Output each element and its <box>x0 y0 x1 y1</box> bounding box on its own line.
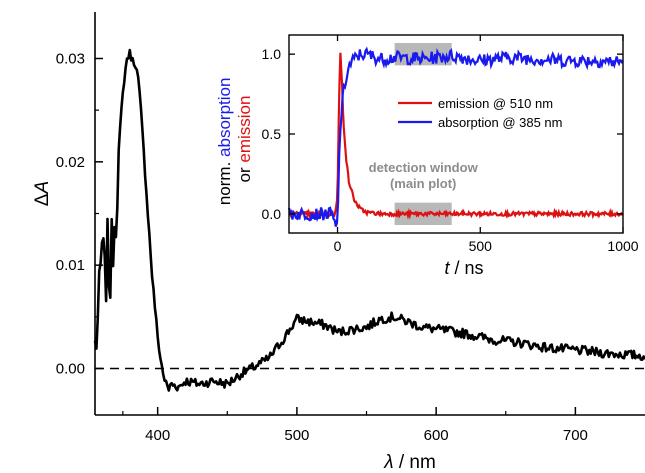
inset-x-tick-label: 0 <box>334 238 342 254</box>
inset-y-title-line1: norm. absorption <box>215 78 234 206</box>
main-y-ticks: 0.00 0.01 0.02 0.03 <box>56 51 103 378</box>
main-y-axis-title-var: A <box>32 181 53 195</box>
main-spectrum-line <box>93 48 645 392</box>
inset-y-title-absorption: absorption <box>215 78 234 157</box>
legend-label-absorption: absorption @ 385 nm <box>438 115 563 130</box>
main-x-tick-label: 400 <box>145 427 170 444</box>
inset-y-tick-label: 0.0 <box>262 206 282 222</box>
inset-y-title-or: or <box>235 167 254 182</box>
inset-absorption-line <box>287 46 624 227</box>
detection-window-annotation-line2: (main plot) <box>390 176 456 191</box>
main-y-axis-title: ΔA <box>32 181 53 206</box>
main-x-axis-title-var: λ <box>383 452 393 473</box>
inset-y-title-line2: or emission <box>235 96 254 183</box>
inset-y-ticks: 0.0 0.5 1.0 <box>262 46 623 222</box>
main-x-axis-title-unit: / nm <box>394 452 436 473</box>
inset-x-axis-title-unit: / ns <box>450 258 484 278</box>
main-y-tick-label: 0.01 <box>56 257 85 274</box>
inset-y-tick-label: 0.5 <box>262 126 282 142</box>
main-plot: 0.000.010.020.03 400 500 600 700 ΔA λ / nm <box>32 12 645 473</box>
main-y-tick-label: 0.02 <box>56 154 85 171</box>
main-x-tick-label: 600 <box>424 427 449 444</box>
main-x-axis-title: λ / nm <box>383 452 436 473</box>
main-y-axis-title-delta: Δ <box>32 193 53 206</box>
main-x-tick-label: 700 <box>563 427 588 444</box>
inset-y-title-norm: norm. <box>215 162 234 205</box>
main-x-tick-label: 500 <box>284 427 309 444</box>
inset-x-tick-label: 500 <box>469 238 493 254</box>
main-y-tick-label: 0.00 <box>56 361 85 378</box>
inset-x-axis-title-var: t <box>444 258 450 278</box>
detection-window-annotation-line1: detection window <box>369 160 479 175</box>
inset-y-axis-title: norm. absorption or emission <box>215 73 254 205</box>
inset-x-tick-label: 1000 <box>607 238 638 254</box>
inset-x-axis-title: t / ns <box>444 258 483 278</box>
inset-y-title-emission: emission <box>235 96 254 163</box>
inset-legend: emission @ 510 nm absorption @ 385 nm <box>398 96 563 130</box>
main-y-tick-label: 0.03 <box>56 51 85 68</box>
inset-y-tick-label: 1.0 <box>262 46 282 62</box>
inset-emission-line <box>288 52 624 220</box>
legend-label-emission: emission @ 510 nm <box>438 96 553 111</box>
inset-plot: 0.0 0.5 1.0 0 500 1000 emission @ 510 nm abs… <box>215 34 639 278</box>
inset-x-ticks: 0 500 1000 <box>334 35 639 254</box>
main-x-ticks: 400 500 600 700 <box>122 407 588 444</box>
